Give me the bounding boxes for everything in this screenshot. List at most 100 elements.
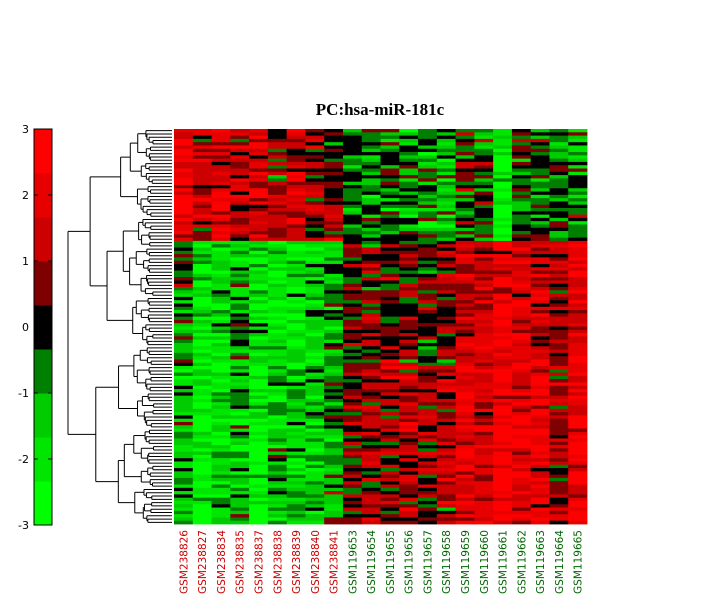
heatmap-cell — [549, 184, 569, 189]
heatmap-cell — [267, 280, 288, 285]
heatmap-cell — [568, 395, 588, 400]
heatmap-cell — [493, 300, 513, 304]
heatmap-cell — [380, 346, 400, 350]
heatmap-cell — [399, 514, 419, 518]
heatmap-cell — [192, 287, 212, 291]
heatmap-cell — [192, 382, 212, 387]
heatmap-cell — [549, 138, 569, 143]
heatmap-cell — [418, 382, 438, 387]
heatmap-cell — [493, 352, 513, 357]
heatmap-cell — [305, 428, 325, 433]
heatmap-cell — [249, 362, 269, 367]
colorbar-tick-label: 3 — [22, 123, 29, 136]
heatmap-cell — [286, 129, 306, 133]
heatmap-cell — [568, 445, 588, 449]
heatmap-cell — [361, 392, 381, 397]
heatmap-cell — [493, 161, 513, 166]
heatmap-cell — [380, 445, 400, 449]
heatmap-cell — [230, 208, 250, 212]
heatmap-cell — [174, 382, 194, 387]
heatmap-cell — [399, 138, 419, 143]
heatmap-cell — [361, 514, 381, 518]
heatmap-cell — [286, 287, 306, 291]
heatmap-cell — [192, 306, 212, 311]
heatmap-cell — [418, 481, 438, 485]
heatmap-cell — [286, 510, 306, 515]
heatmap-cell — [399, 204, 419, 209]
heatmap-cell — [380, 138, 400, 143]
heatmap-cell — [436, 263, 456, 268]
heatmap-cell — [380, 145, 400, 150]
heatmap-cell — [474, 237, 494, 242]
heatmap-cell — [361, 313, 381, 318]
heatmap-cell — [549, 260, 569, 265]
heatmap-cell — [493, 181, 513, 186]
colorbar-tick-label: 2 — [22, 189, 29, 202]
heatmap-cell — [455, 514, 475, 518]
heatmap-cell — [474, 405, 494, 410]
column-label: GSM238827 — [197, 530, 209, 594]
heatmap-cell — [174, 263, 194, 268]
heatmap-cell — [511, 484, 532, 489]
heatmap-cell — [493, 405, 513, 410]
heatmap-cell — [418, 517, 438, 522]
heatmap-cell — [286, 135, 306, 140]
heatmap-cell — [436, 296, 456, 301]
heatmap-cell — [455, 188, 475, 192]
heatmap-cell — [455, 412, 475, 416]
heatmap-cell — [455, 270, 475, 275]
heatmap-cell — [267, 392, 288, 397]
heatmap-cell — [305, 217, 325, 222]
heatmap-cell — [230, 356, 250, 360]
heatmap-cell — [305, 369, 325, 373]
heatmap-cell — [493, 362, 513, 367]
heatmap-cell — [549, 382, 569, 387]
heatmap-cell — [267, 510, 288, 515]
heatmap-cell — [286, 290, 306, 294]
heatmap-cell — [549, 471, 569, 476]
heatmap-cell — [249, 369, 269, 373]
heatmap-cell — [568, 152, 588, 156]
heatmap-cell — [192, 435, 212, 439]
heatmap-cell — [568, 250, 588, 255]
heatmap-cell — [230, 300, 250, 304]
heatmap-cell — [211, 418, 231, 423]
heatmap-cell — [455, 339, 475, 344]
heatmap-cell — [342, 352, 363, 357]
heatmap-cell — [474, 382, 494, 387]
heatmap-cell — [361, 494, 381, 499]
heatmap-cell — [530, 484, 550, 489]
heatmap-cell — [455, 359, 475, 364]
heatmap-cell — [192, 155, 212, 160]
heatmap-cell — [474, 234, 494, 239]
heatmap-cell — [361, 464, 381, 469]
heatmap-cell — [436, 441, 456, 446]
column-label: GSM238835 — [235, 530, 247, 594]
heatmap-cell — [455, 260, 475, 265]
heatmap-cell — [511, 359, 532, 364]
heatmap-cell — [530, 326, 550, 331]
heatmap-cell — [399, 379, 419, 383]
heatmap-cell — [361, 132, 381, 136]
heatmap-cell — [511, 362, 532, 367]
heatmap-cell — [455, 497, 475, 502]
heatmap-cell — [530, 296, 550, 301]
heatmap-cell — [361, 510, 381, 515]
heatmap-cell — [455, 300, 475, 304]
heatmap-cell — [174, 290, 194, 294]
heatmap-cell — [249, 507, 269, 512]
heatmap-cell — [211, 287, 231, 291]
heatmap-cell — [361, 240, 381, 245]
heatmap-cell — [192, 319, 212, 324]
heatmap-cell — [399, 191, 419, 196]
heatmap-cell — [474, 514, 494, 518]
heatmap-cell — [249, 336, 269, 341]
heatmap-cell — [474, 402, 494, 406]
heatmap-cell — [511, 448, 532, 452]
heatmap-cell — [549, 405, 569, 410]
heatmap-cell — [380, 520, 400, 525]
heatmap-cell — [530, 392, 550, 397]
heatmap-cell — [305, 250, 325, 255]
heatmap-cell — [549, 356, 569, 360]
heatmap-cell — [436, 224, 456, 229]
